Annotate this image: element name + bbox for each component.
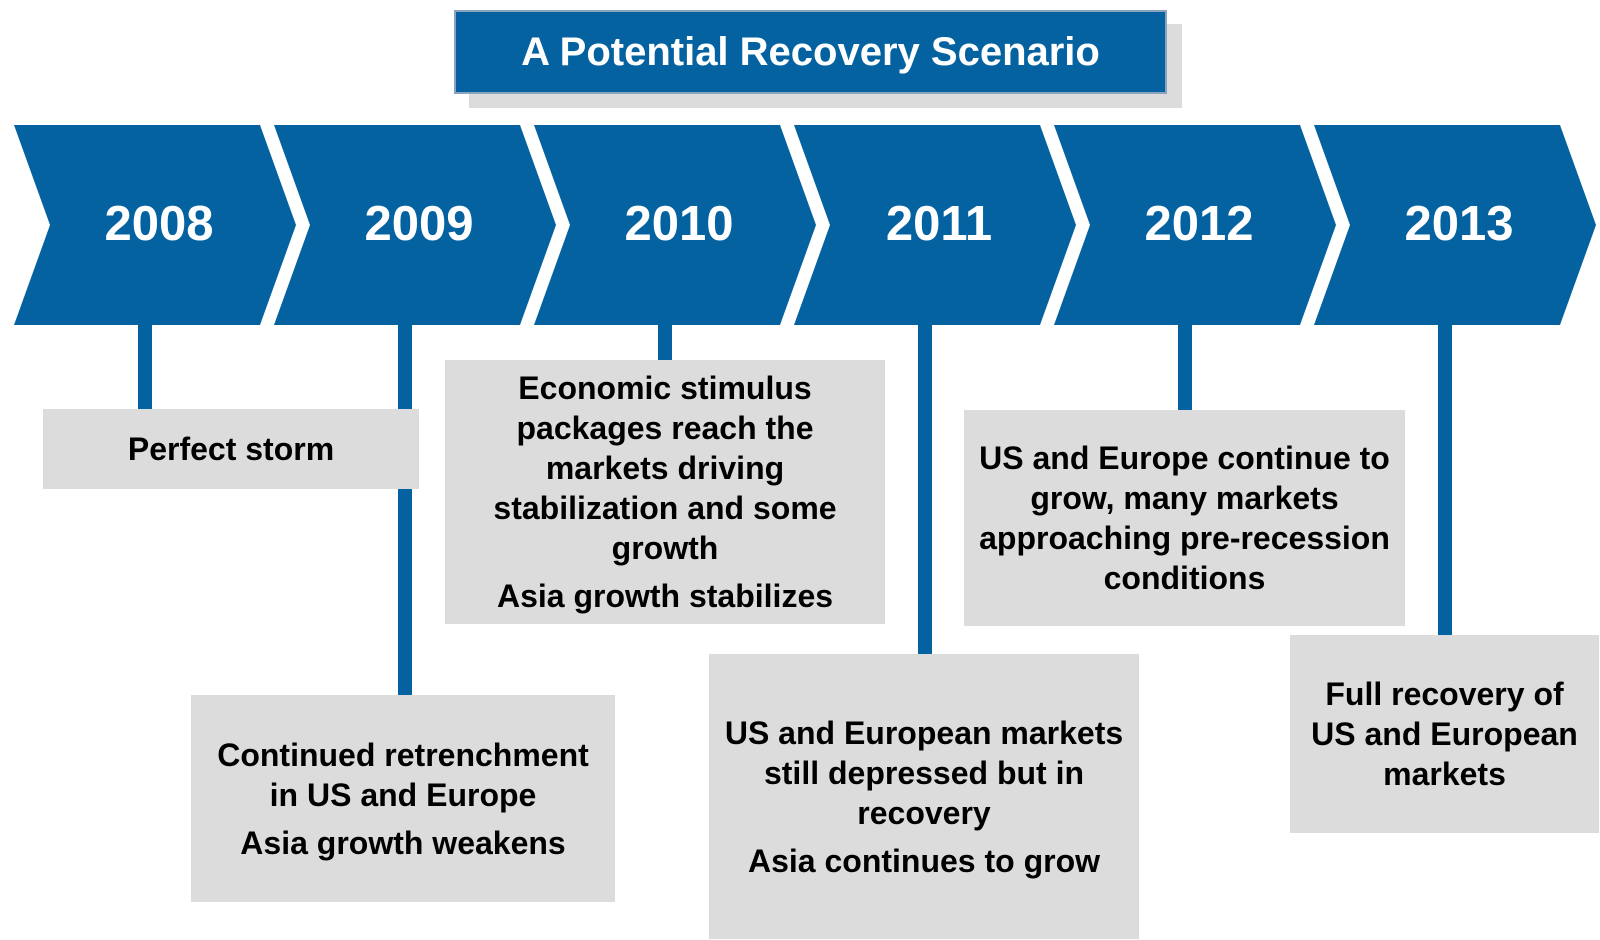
year: 2012 [1144, 197, 1253, 251]
year: 2013 [1404, 197, 1513, 251]
note: Continued retrenchment in US and Europe [217, 736, 589, 813]
note: Economic stimulus packages reach the mar… [493, 370, 837, 566]
title: A Potential Recovery Scenario [454, 10, 1167, 94]
note-box: US and European markets still depressed … [709, 654, 1139, 939]
note: Asia growth stabilizes [496, 578, 834, 614]
chevron [534, 125, 816, 325]
note-box: US and Europe continue to grow, many mar… [964, 410, 1405, 626]
note-box: Perfect storm [43, 409, 419, 489]
connector [1438, 323, 1452, 637]
connector [398, 323, 412, 697]
year: 2011 [886, 197, 992, 251]
note: Asia growth weakens [240, 824, 566, 861]
chevron [1054, 125, 1336, 325]
chevron [1314, 125, 1596, 325]
note-box: Continued retrenchment in US and Europe A… [191, 695, 615, 902]
year: 2009 [364, 197, 473, 251]
year: 2010 [624, 197, 733, 251]
chevron [14, 125, 296, 325]
note: Full recovery of US and European markets [1311, 676, 1578, 792]
note: Asia continues to grow [747, 842, 1101, 879]
connector [1178, 323, 1192, 412]
note: US and European markets still depressed … [724, 714, 1124, 831]
chevron [794, 125, 1076, 325]
year: 2008 [104, 197, 213, 251]
note-box: Full recovery of US and European markets [1290, 635, 1599, 833]
note-box: Economic stimulus packages reach the mar… [445, 360, 885, 624]
note: US and Europe continue to grow, many mar… [979, 440, 1390, 596]
chevron [274, 125, 556, 325]
connector [918, 323, 932, 656]
connector [138, 323, 152, 411]
connector [658, 323, 672, 362]
note: Perfect storm [127, 431, 335, 467]
